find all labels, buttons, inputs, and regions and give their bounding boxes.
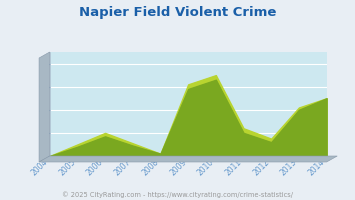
Text: © 2025 CityRating.com - https://www.cityrating.com/crime-statistics/: © 2025 CityRating.com - https://www.city… (62, 191, 293, 198)
Text: Napier Field Violent Crime: Napier Field Violent Crime (79, 6, 276, 19)
